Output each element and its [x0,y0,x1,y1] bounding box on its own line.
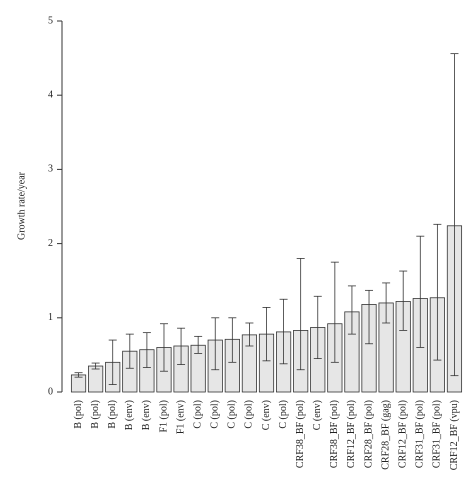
x-tick-label: B (env) [124,400,135,430]
x-tick-label: C (pol) [278,400,289,429]
x-tick-label: CRF31_BF (pol) [415,400,426,468]
x-tick-label: CRF12_BF (pol) [397,400,408,468]
x-tick-label: C (env) [312,400,323,430]
x-tick-label: C (env) [261,400,272,430]
y-tick-label: 1 [48,312,53,323]
x-tick-label: CRF38_BF (pol) [329,400,340,468]
x-tick-label: F1 (env) [175,400,186,434]
y-tick-label: 5 [48,15,53,26]
x-tick-label: F1 (pol) [158,400,169,433]
x-tick-label: CRF28_BF (pol) [363,400,374,468]
x-tick-label: C (pol) [210,400,221,429]
x-tick-label: CRF28_BF (gag) [380,400,391,470]
y-tick-label: 3 [48,164,53,175]
y-tick-label: 0 [48,386,53,397]
x-tick-label: B (env) [141,400,152,430]
y-axis-label: Growth rate/year [16,171,27,240]
y-tick-label: 4 [48,89,53,100]
x-tick-label: B (pol) [90,400,101,429]
y-tick-label: 2 [48,238,53,249]
bar [88,365,104,393]
x-tick-label: C (pol) [227,400,238,429]
x-tick-label: CRF31_BF (pol) [432,400,443,468]
x-tick-label: B (pol) [107,400,118,429]
x-tick-label: B (pol) [73,400,84,429]
x-tick-label: CRF12_BF (vpu) [449,400,460,470]
x-tick-label: C (pol) [244,400,255,429]
x-tick-label: C (pol) [192,400,203,429]
x-tick-label: CRF38_BF (pol) [295,400,306,468]
x-tick-label: CRF12_BF (pol) [346,400,357,468]
